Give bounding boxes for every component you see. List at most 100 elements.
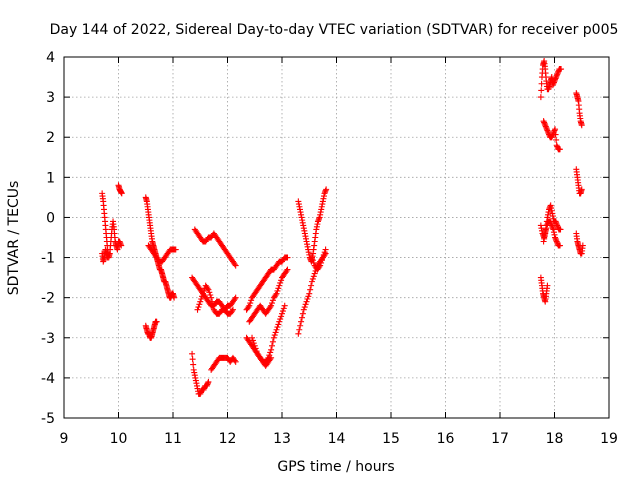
data-point (194, 306, 201, 313)
data-point (251, 342, 258, 349)
data-point (276, 282, 283, 289)
data-point (276, 318, 283, 325)
y-tick-label: -2 (41, 291, 55, 307)
data-point (303, 298, 310, 305)
x-tick-label: 18 (546, 431, 564, 447)
data-point (118, 242, 125, 249)
data-point (310, 273, 317, 280)
data-point (268, 302, 275, 309)
data-point (232, 294, 239, 301)
data-point (200, 287, 207, 294)
data-point (205, 286, 212, 293)
data-point (199, 290, 206, 297)
data-point (273, 290, 280, 297)
data-point (247, 300, 254, 307)
data-point (321, 251, 328, 258)
data-point (275, 285, 282, 292)
y-tick-label: -5 (41, 411, 55, 427)
data-point (268, 354, 275, 361)
data-point (277, 316, 284, 323)
data-point (309, 257, 316, 264)
data-point (269, 338, 276, 345)
data-point (284, 254, 291, 261)
data-point (279, 308, 286, 315)
data-point (267, 304, 274, 311)
data-point (310, 259, 317, 266)
data-point (153, 318, 160, 325)
x-tick-label: 12 (219, 431, 237, 447)
x-tick-label: 15 (382, 431, 400, 447)
data-point (306, 290, 313, 297)
data-point (206, 289, 213, 296)
data-point (189, 356, 196, 363)
x-tick-label: 17 (491, 431, 509, 447)
data-point (578, 122, 585, 129)
data-point (197, 298, 204, 305)
data-point (272, 329, 279, 336)
data-point (204, 285, 211, 292)
data-point (297, 322, 304, 329)
data-point (316, 263, 323, 270)
x-tick-label: 16 (437, 431, 455, 447)
data-point (249, 334, 256, 341)
data-point (556, 242, 563, 249)
x-tick-label: 14 (328, 431, 346, 447)
data-point (278, 313, 285, 320)
data-point (317, 262, 324, 269)
data-point (229, 308, 236, 315)
data-point (557, 226, 564, 233)
data-point (552, 126, 559, 133)
data-point (318, 259, 325, 266)
data-point (267, 349, 274, 356)
data-point (253, 348, 260, 355)
data-point (537, 94, 544, 101)
data-point (208, 294, 215, 301)
data-point (579, 242, 586, 249)
y-tick-label: -1 (41, 251, 55, 267)
data-point (104, 254, 111, 261)
x-tick-label: 11 (164, 431, 182, 447)
y-tick-label: -4 (41, 371, 55, 387)
data-point (284, 266, 291, 273)
data-point (232, 358, 239, 365)
data-point (267, 356, 274, 363)
data-point (232, 262, 239, 269)
data-point (171, 294, 178, 301)
data-point (199, 293, 206, 300)
data-point (277, 279, 284, 286)
data-point (118, 190, 125, 197)
x-tick-label: 13 (273, 431, 291, 447)
y-axis-label: SDTVAR / TECUs (6, 181, 22, 296)
data-point (249, 337, 256, 344)
data-point (274, 287, 281, 294)
data-point (209, 302, 216, 309)
x-axis-label: GPS time / hours (277, 459, 394, 475)
grid-lines (64, 57, 609, 418)
data-point (209, 298, 216, 305)
y-tick-label: 1 (46, 170, 55, 186)
y-tick-label: 0 (46, 210, 55, 226)
data-point (298, 318, 305, 325)
data-point (552, 131, 559, 138)
data-point (578, 186, 585, 193)
data-point (252, 345, 259, 352)
data-point (198, 296, 205, 303)
data-point (272, 291, 279, 298)
data-point (281, 302, 288, 309)
data-point (269, 297, 276, 304)
data-point (207, 291, 214, 298)
data-point (305, 293, 312, 300)
data-point (231, 261, 238, 268)
data-point (318, 257, 325, 264)
data-point (300, 306, 307, 313)
x-tick-label: 19 (600, 431, 618, 447)
data-point (279, 310, 285, 317)
data-point (298, 314, 305, 321)
y-tick-label: 4 (46, 50, 55, 66)
x-tick-label: 9 (60, 431, 69, 447)
data-point (189, 350, 196, 357)
data-points (99, 58, 586, 397)
data-point (248, 297, 255, 304)
x-tick-label: 10 (110, 431, 128, 447)
